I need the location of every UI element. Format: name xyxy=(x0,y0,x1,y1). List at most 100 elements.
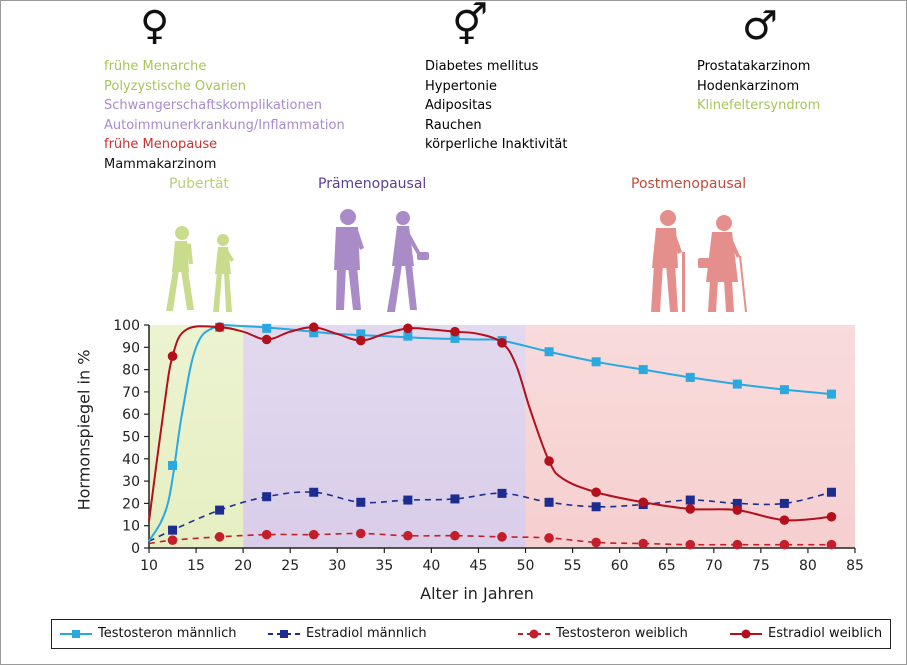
data-point xyxy=(591,487,601,498)
data-point xyxy=(638,365,648,375)
y-tick-label: 100 xyxy=(113,318,140,334)
data-point xyxy=(450,530,460,541)
risk-item: Polyzystische Ovarien xyxy=(104,78,247,94)
x-tick-label: 70 xyxy=(705,558,723,574)
data-point xyxy=(544,497,554,507)
data-point xyxy=(356,528,366,539)
data-point xyxy=(685,495,695,505)
female-symbol-icon: ♀ xyxy=(140,3,170,49)
male-female-symbol-icon: ⚥ xyxy=(452,3,489,49)
series-line xyxy=(148,532,832,546)
risk-item: Klinefeltersyndrom xyxy=(697,98,821,114)
phase-label-puberty: Pubertät xyxy=(169,176,229,192)
data-point xyxy=(732,539,743,550)
data-point xyxy=(826,389,836,399)
legend-item-testosterone-male: Testosteron männlich xyxy=(60,626,260,642)
y-axis-label: Hormonspiegel in % xyxy=(74,349,94,511)
data-point xyxy=(356,335,366,346)
region-premenopausal xyxy=(243,325,526,548)
x-tick-label: 65 xyxy=(658,558,676,574)
data-point xyxy=(167,535,178,545)
data-point xyxy=(261,529,272,540)
legend: Testosteron männlich Estradiol männlich … xyxy=(51,619,891,649)
data-point xyxy=(262,492,272,502)
risk-item: Rauchen xyxy=(425,117,482,133)
data-point xyxy=(450,326,460,337)
x-tick-label: 30 xyxy=(328,558,346,574)
data-point xyxy=(732,379,742,389)
x-tick-label: 40 xyxy=(422,558,440,574)
risk-item: Autoimmunerkrankung/Inflammation xyxy=(104,117,345,133)
data-point xyxy=(309,487,319,497)
phase-regions xyxy=(149,325,855,548)
data-point xyxy=(544,347,554,357)
data-point xyxy=(779,539,790,550)
legend-item-estradiol-male: Estradiol männlich xyxy=(268,626,478,642)
data-point xyxy=(403,530,413,541)
data-point xyxy=(403,495,413,505)
y-tick-label: 90 xyxy=(122,340,140,356)
y-tick-label: 0 xyxy=(131,541,140,557)
data-point xyxy=(450,333,460,343)
phase-label-premenopausal: Prämenopausal xyxy=(318,176,427,192)
data-point xyxy=(544,533,554,543)
x-tick-label: 10 xyxy=(140,558,158,574)
male-risk-list: Prostatakarzinom Hodenkarzinom Klinefelt… xyxy=(697,57,820,116)
elderly-woman-silhouette-icon xyxy=(698,215,747,312)
man-silhouette-icon xyxy=(334,209,364,310)
x-tick-label: 45 xyxy=(470,558,488,574)
data-point xyxy=(308,322,319,333)
legend-item-testosterone-female: Testosteron weiblich xyxy=(518,626,718,642)
y-tick-label: 70 xyxy=(122,385,140,401)
legend-item-estradiol-female: Estradiol weiblich xyxy=(730,626,890,642)
data-point xyxy=(826,511,837,522)
data-point xyxy=(732,498,742,508)
woman-silhouette-icon xyxy=(387,211,429,312)
data-point xyxy=(779,515,790,525)
risk-item: Schwangerschaftskomplikationen xyxy=(104,98,322,114)
x-tick-label: 20 xyxy=(234,558,252,574)
risk-item: frühe Menarche xyxy=(104,59,207,74)
legend-swatch-icon xyxy=(730,629,762,639)
data-point xyxy=(214,532,225,542)
data-point xyxy=(356,329,366,339)
data-point xyxy=(215,505,225,515)
y-tick-label: 80 xyxy=(122,363,140,379)
series-estradiol-weiblich xyxy=(148,322,837,525)
male-symbol-icon: ♂ xyxy=(742,3,778,49)
x-tick-label: 60 xyxy=(611,558,629,574)
data-point xyxy=(685,372,695,382)
data-point xyxy=(826,487,836,497)
data-point xyxy=(168,460,178,470)
legend-label: Testosteron männlich xyxy=(98,626,237,641)
x-tick-label: 35 xyxy=(375,558,393,574)
data-point xyxy=(262,323,272,333)
risk-item: Mammakarzinom xyxy=(104,156,217,172)
data-point xyxy=(591,502,601,512)
series-testosteron-weiblich xyxy=(148,528,837,550)
data-point xyxy=(591,357,601,367)
data-point xyxy=(685,504,696,514)
x-tick-label: 75 xyxy=(752,558,770,574)
risk-item: Adipositas xyxy=(425,98,492,114)
data-point xyxy=(638,497,648,508)
data-point xyxy=(544,456,554,466)
data-point xyxy=(497,338,507,348)
legend-swatch-icon xyxy=(60,630,92,638)
teen-girl-silhouette-icon xyxy=(213,234,234,312)
x-tick-label: 15 xyxy=(187,558,205,574)
risk-item: Prostatakarzinom xyxy=(697,59,811,74)
data-point xyxy=(356,497,366,507)
y-tick-label: 60 xyxy=(122,407,140,423)
data-point xyxy=(261,334,272,345)
x-tick-label: 55 xyxy=(564,558,582,574)
series-line xyxy=(148,491,832,543)
data-point xyxy=(403,323,413,334)
series-estradiol-m-nnlich xyxy=(148,487,836,543)
data-point xyxy=(167,351,178,362)
data-point xyxy=(638,538,648,549)
y-tick-label: 50 xyxy=(122,430,140,446)
data-point xyxy=(168,525,178,535)
elderly-man-silhouette-icon xyxy=(651,210,685,312)
